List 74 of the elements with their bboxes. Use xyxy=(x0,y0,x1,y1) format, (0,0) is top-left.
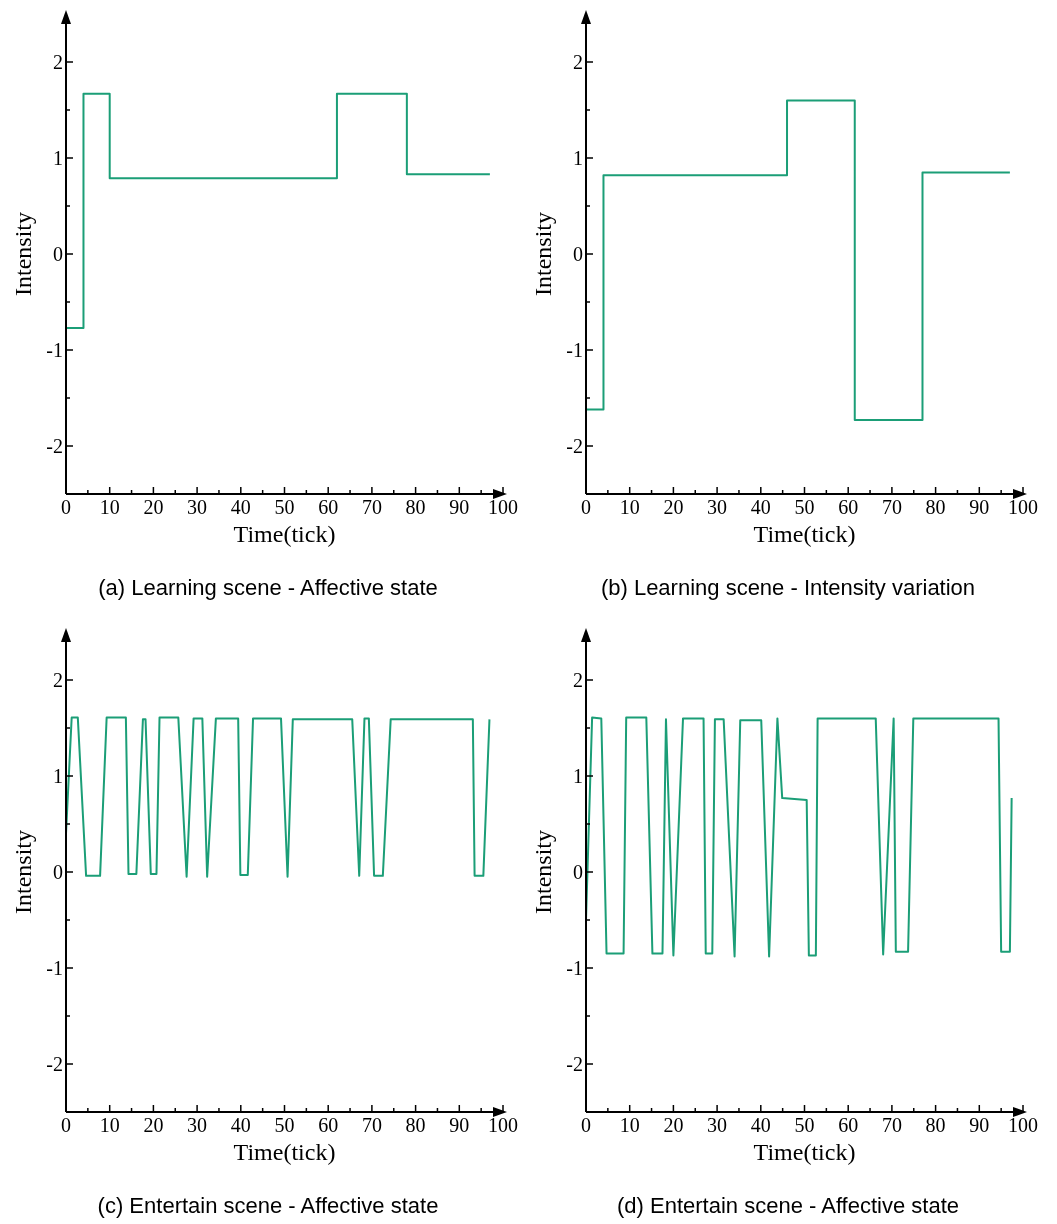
y-tick-label: 0 xyxy=(573,861,583,883)
y-axis-title: Intensity xyxy=(9,212,36,296)
line-series xyxy=(586,716,1013,958)
y-tick-label: 1 xyxy=(53,765,63,787)
y-tick-label: 2 xyxy=(53,51,63,73)
x-tick-label: 30 xyxy=(187,496,208,518)
x-tick-label: 70 xyxy=(881,1114,902,1136)
x-axis-title: Time(tick) xyxy=(753,521,856,547)
x-tick-label: 90 xyxy=(969,496,990,518)
x-tick-label: 10 xyxy=(619,496,640,518)
x-tick-label: 60 xyxy=(318,496,339,518)
y-tick-label: -1 xyxy=(46,957,63,979)
y-tick-label: 2 xyxy=(573,51,583,73)
x-tick-label: 100 xyxy=(488,496,518,518)
x-tick-label: 50 xyxy=(794,1114,815,1136)
x-tick-label: 40 xyxy=(230,1114,251,1136)
x-tick-label: 50 xyxy=(794,496,815,518)
y-tick-label: -2 xyxy=(566,435,583,457)
x-tick-label: 40 xyxy=(750,496,771,518)
x-axis-title: Time(tick) xyxy=(233,1139,336,1165)
x-tick-label: 50 xyxy=(274,496,295,518)
y-axis-title: Intensity xyxy=(529,212,556,296)
x-tick-label: 90 xyxy=(449,1114,470,1136)
y-axis-title: Intensity xyxy=(529,830,556,914)
x-tick-label: 90 xyxy=(969,1114,990,1136)
x-tick-label: 100 xyxy=(1008,496,1038,518)
x-tick-label: 20 xyxy=(143,496,164,518)
x-tick-label: 50 xyxy=(274,1114,295,1136)
x-tick-label: 30 xyxy=(707,496,728,518)
y-tick-label: -1 xyxy=(566,339,583,361)
x-tick-label: 80 xyxy=(405,1114,426,1136)
x-tick-label: 30 xyxy=(187,1114,208,1136)
x-tick-label: 70 xyxy=(881,496,902,518)
x-tick-label: 40 xyxy=(230,496,251,518)
text: (b) Learning scene - Intensity variation xyxy=(600,575,976,601)
y-tick-label: 1 xyxy=(573,147,583,169)
line-series xyxy=(66,716,491,878)
y-axis-title: Intensity xyxy=(9,830,36,914)
x-axis-title: Time(tick) xyxy=(233,521,336,547)
x-tick-label: 80 xyxy=(925,496,946,518)
x-tick-label: 90 xyxy=(449,496,470,518)
x-tick-label: 70 xyxy=(361,496,382,518)
x-tick-label: 100 xyxy=(1008,1114,1038,1136)
x-tick-label: 100 xyxy=(488,1114,518,1136)
y-tick-label: 2 xyxy=(573,669,583,691)
x-tick-label: 20 xyxy=(143,1114,164,1136)
x-tick-label: 80 xyxy=(405,496,426,518)
x-tick-label: 70 xyxy=(361,1114,382,1136)
x-tick-label: 20 xyxy=(663,496,684,518)
y-tick-label: 0 xyxy=(573,243,583,265)
text: (c) Entertain scene - Affective state xyxy=(97,1193,439,1219)
x-tick-label: 20 xyxy=(663,1114,684,1136)
x-tick-label: 60 xyxy=(838,496,859,518)
x-tick-label: 30 xyxy=(707,1114,728,1136)
x-tick-label: 10 xyxy=(619,1114,640,1136)
x-tick-label: 10 xyxy=(99,1114,120,1136)
y-tick-label: 0 xyxy=(53,861,63,883)
x-axis-title: Time(tick) xyxy=(753,1139,856,1165)
y-tick-label: -2 xyxy=(566,1053,583,1075)
x-tick-label: 10 xyxy=(99,496,120,518)
x-tick-label: 60 xyxy=(318,1114,339,1136)
x-tick-label: 60 xyxy=(838,1114,859,1136)
x-tick-label: 80 xyxy=(925,1114,946,1136)
x-tick-label: 40 xyxy=(750,1114,771,1136)
y-tick-label: -1 xyxy=(46,339,63,361)
y-tick-label: -2 xyxy=(46,435,63,457)
y-tick-label: -2 xyxy=(46,1053,63,1075)
text: (a) Learning scene - Affective state xyxy=(98,575,438,601)
y-tick-label: -1 xyxy=(566,957,583,979)
y-tick-label: 2 xyxy=(53,669,63,691)
y-tick-label: 1 xyxy=(53,147,63,169)
y-tick-label: 0 xyxy=(53,243,63,265)
y-tick-label: 1 xyxy=(573,765,583,787)
text: (d) Entertain scene - Affective state xyxy=(617,1193,959,1219)
